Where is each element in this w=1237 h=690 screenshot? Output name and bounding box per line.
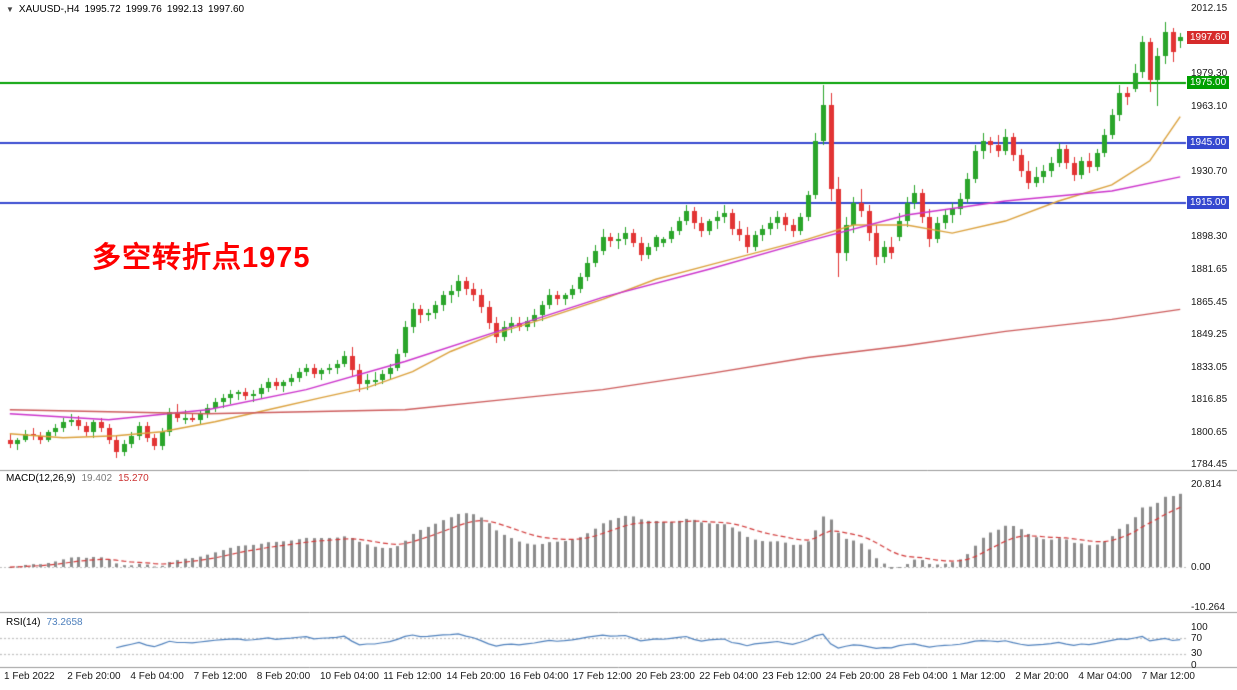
rsi-name: RSI(14) <box>6 617 41 628</box>
annotation-text: 多空转折点1975 <box>92 242 311 274</box>
macd-main-value: 19.402 <box>81 473 113 484</box>
ohlc-open: 1995.72 <box>84 4 121 15</box>
collapse-icon[interactable]: ▼ <box>6 5 14 14</box>
macd-indicator-label: MACD(12,26,9) 19.402 15.270 <box>6 473 149 484</box>
symbol-period-label: XAUUSD-,H4 <box>18 4 80 15</box>
macd-name: MACD(12,26,9) <box>6 473 76 484</box>
ohlc-high: 1999.76 <box>125 4 162 15</box>
chart-ohlc-title: ▼ XAUUSD-,H4 1995.72 1999.76 1992.13 199… <box>6 4 244 15</box>
macd-signal-value: 15.270 <box>118 473 149 484</box>
ohlc-low: 1992.13 <box>166 4 203 15</box>
rsi-value: 73.2658 <box>46 617 83 628</box>
rsi-indicator-label: RSI(14) 73.2658 <box>6 617 83 628</box>
ohlc-close: 1997.60 <box>207 4 245 15</box>
